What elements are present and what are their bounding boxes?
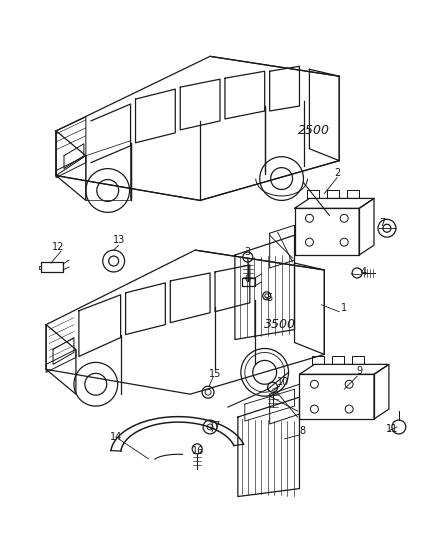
- Text: 17: 17: [209, 421, 221, 431]
- Text: 1: 1: [341, 303, 347, 313]
- Text: 3500: 3500: [264, 318, 296, 331]
- Text: 2500: 2500: [298, 124, 330, 138]
- Text: 12: 12: [52, 242, 64, 252]
- Text: 15: 15: [209, 369, 221, 379]
- Text: 10: 10: [276, 377, 289, 387]
- Text: 11: 11: [386, 424, 398, 434]
- Text: 3: 3: [245, 247, 251, 257]
- Text: 6: 6: [245, 274, 251, 284]
- Text: 16: 16: [192, 446, 204, 456]
- Text: 13: 13: [113, 235, 125, 245]
- Text: 4: 4: [361, 267, 367, 277]
- Text: 9: 9: [356, 366, 362, 376]
- Text: 7: 7: [379, 219, 385, 228]
- Text: 5: 5: [267, 293, 273, 303]
- Text: 8: 8: [300, 426, 306, 436]
- Text: 2: 2: [334, 167, 340, 177]
- Text: 14: 14: [110, 432, 122, 442]
